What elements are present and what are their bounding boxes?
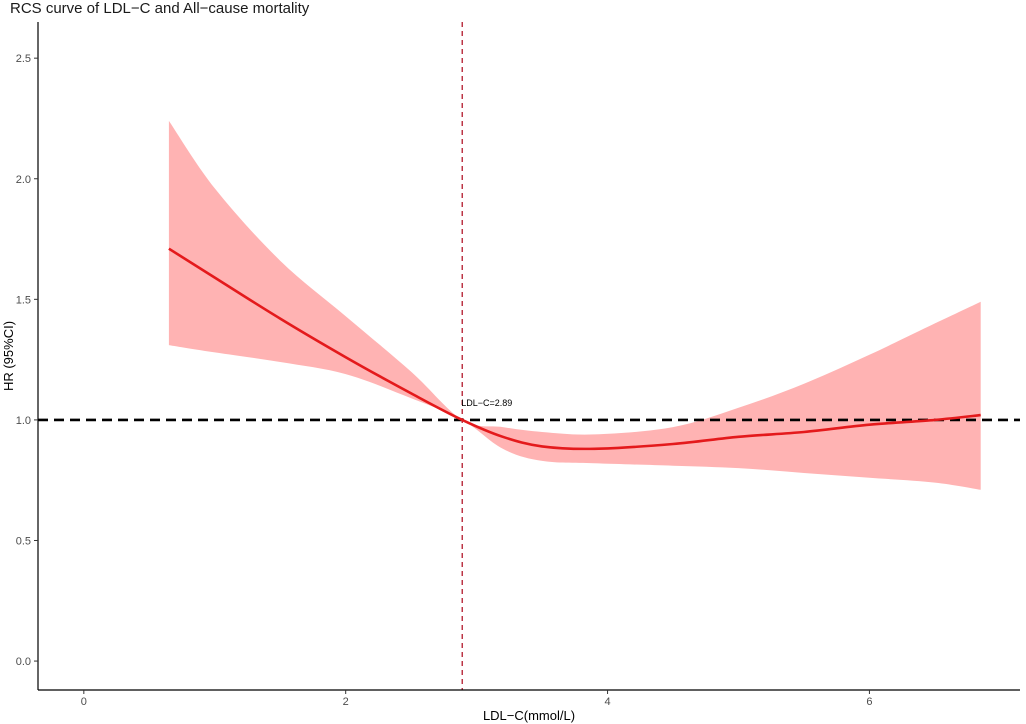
y-tick-label: 0.5 xyxy=(16,535,31,547)
y-tick-label: 2.0 xyxy=(16,174,31,186)
cutoff-annotation: LDL−C=2.89 xyxy=(461,398,512,408)
chart-title: RCS curve of LDL−C and All−cause mortali… xyxy=(10,0,310,17)
x-axis-title: LDL−C(mmol/L) xyxy=(483,708,575,723)
x-tick-label: 0 xyxy=(81,696,87,708)
y-tick-label: 2.5 xyxy=(16,53,31,65)
x-tick-label: 2 xyxy=(343,696,349,708)
hr-curve xyxy=(168,247,981,451)
y-axis-title: HR (95%CI) xyxy=(1,321,16,391)
plot-area: LDL−C=2.89 xyxy=(38,22,1020,690)
x-tick-label: 4 xyxy=(604,696,610,708)
axis-ticks: 0 2 4 6 0.0 0.5 1.0 1.5 2.0 2.5 xyxy=(16,53,873,708)
x-tick-label: 6 xyxy=(866,696,872,708)
confidence-band xyxy=(168,120,981,490)
y-tick-label: 1.0 xyxy=(16,415,31,427)
y-tick-label: 1.5 xyxy=(16,294,31,306)
y-tick-label: 0.0 xyxy=(16,656,31,668)
